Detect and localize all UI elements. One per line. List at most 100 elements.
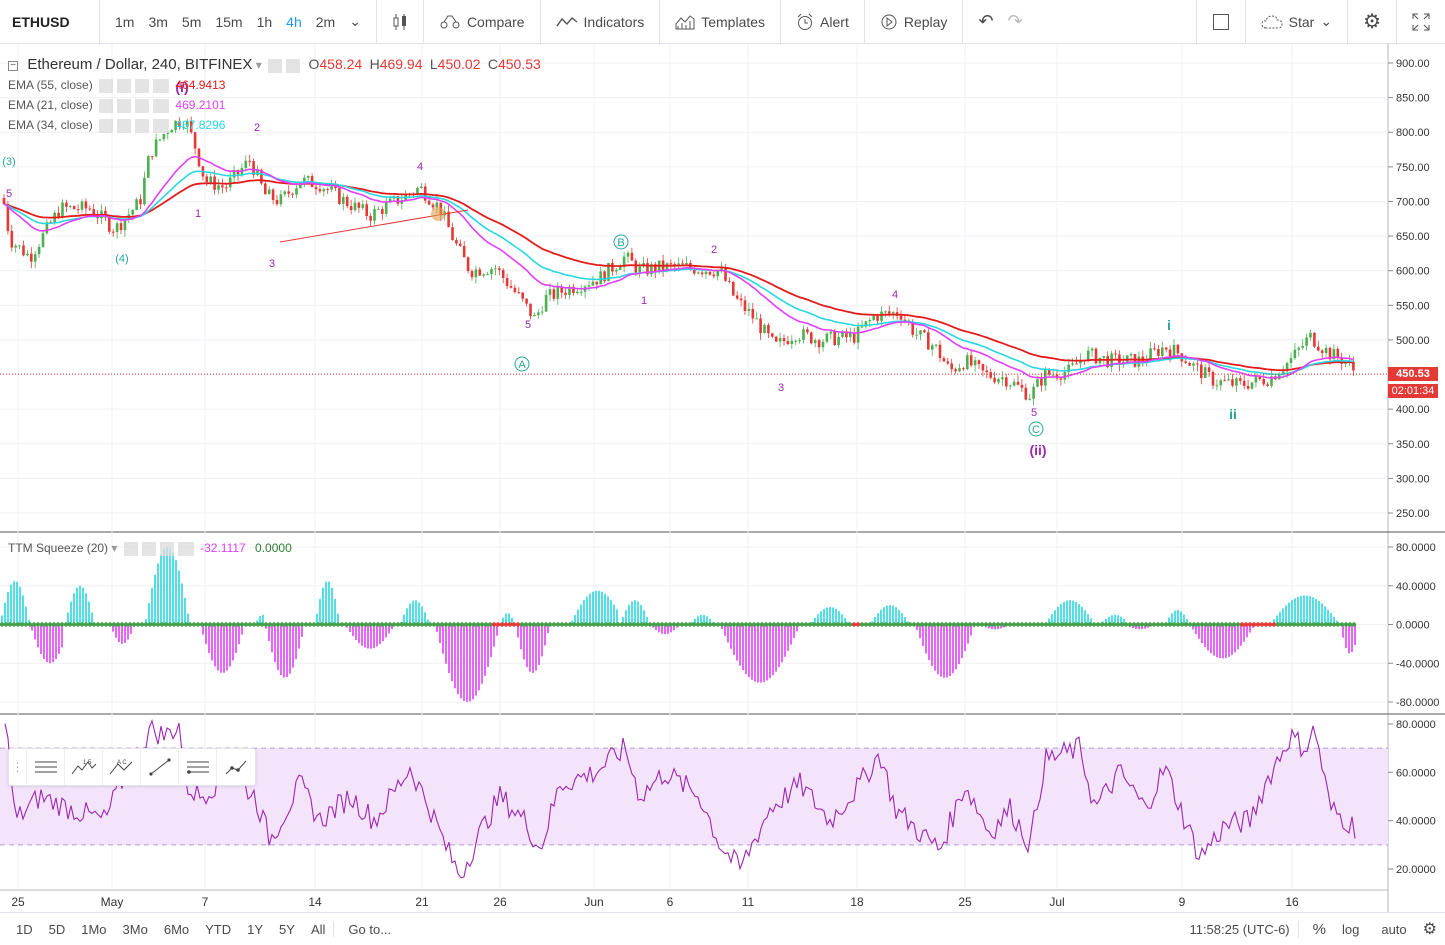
range-1y[interactable]: 1Y: [247, 921, 264, 937]
squeeze-dot: [23, 622, 29, 627]
candle-body: [646, 262, 649, 275]
rsi-tick: 20.0000: [1396, 864, 1436, 876]
percent-toggle[interactable]: %: [1297, 920, 1334, 938]
layout-square-icon[interactable]: [1205, 13, 1237, 31]
squeeze-dot: [431, 622, 437, 627]
candle-body: [1106, 355, 1109, 367]
candle-body: [911, 322, 914, 335]
ema55-controls-icon[interactable]: [99, 78, 170, 93]
drag-handle-icon[interactable]: ⋮: [9, 749, 27, 785]
interval-15m[interactable]: 15m: [215, 13, 243, 30]
elliott-impulse-icon[interactable]: 1 5: [65, 749, 103, 785]
candle-body: [891, 312, 895, 314]
horizontal-lines-icon[interactable]: [27, 749, 65, 785]
range-ytd[interactable]: YTD: [205, 921, 232, 937]
candle-body: [451, 227, 454, 241]
symbol-search[interactable]: ETHUSD: [0, 0, 100, 44]
squeeze-dot: [1215, 622, 1221, 627]
chart-area[interactable]: (3) 5 (4) (i) 2 1 3 4 5 A B 1 2 3 4 5 C (ii) i ii 25 May 7 14 2…: [0, 44, 1445, 912]
squeeze-dot: [891, 622, 897, 627]
time-label: May: [101, 895, 124, 909]
candle-body: [154, 139, 158, 157]
parallel-channel-icon[interactable]: [179, 749, 217, 785]
scale-gear-icon[interactable]: ⚙: [1422, 921, 1437, 938]
elliott-correction-icon[interactable]: A C: [103, 749, 141, 785]
squeeze-dot: [631, 622, 637, 627]
range-5y[interactable]: 5Y: [279, 921, 295, 937]
squeeze-dot: [1019, 622, 1025, 627]
alert-group: Alert: [781, 0, 865, 44]
fullscreen-icon[interactable]: [1405, 13, 1437, 31]
ttm-dropdown-icon[interactable]: ▾: [111, 541, 118, 555]
candle-body: [1036, 379, 1039, 387]
candles-icon[interactable]: [385, 13, 415, 31]
squeeze-dot: [683, 622, 689, 627]
interval-1h[interactable]: 1h: [256, 13, 273, 30]
squeeze-dot: [771, 622, 777, 627]
candle-body: [622, 256, 626, 268]
range-1mo[interactable]: 1Mo: [81, 921, 107, 937]
squeeze-dot: [919, 622, 925, 627]
interval-3m[interactable]: 3m: [148, 13, 168, 30]
squeeze-dot: [79, 622, 85, 627]
log-toggle[interactable]: log: [1341, 921, 1360, 937]
alert-button[interactable]: Alert: [789, 13, 856, 31]
squeeze-dot: [491, 622, 497, 627]
goto-button[interactable]: Go to...: [333, 921, 399, 937]
wave-label: (i): [175, 79, 188, 95]
interval-2m[interactable]: 2m: [315, 13, 336, 30]
squeeze-dot: [487, 622, 493, 627]
indicators-icon: [555, 16, 577, 26]
squeeze-dot: [931, 622, 937, 627]
range-all[interactable]: All: [310, 921, 326, 937]
range-3mo[interactable]: 3Mo: [122, 921, 148, 937]
star-button[interactable]: Star ⌄: [1254, 13, 1339, 30]
squeeze-dot: [479, 622, 485, 627]
range-6mo[interactable]: 6Mo: [163, 921, 190, 937]
candle-body: [533, 314, 536, 317]
templates-button[interactable]: Templates: [668, 14, 772, 30]
ema34-controls-icon[interactable]: [99, 118, 170, 133]
candle-body: [934, 344, 938, 346]
legend-dropdown-icon[interactable]: ▾: [255, 58, 262, 72]
collapse-icon[interactable]: −: [8, 60, 18, 71]
squeeze-dot: [1259, 622, 1265, 627]
path-icon[interactable]: [217, 749, 255, 785]
ttm-controls-icon[interactable]: [123, 541, 194, 556]
range-5d[interactable]: 5D: [48, 921, 66, 937]
interval-1m[interactable]: 1m: [115, 13, 135, 30]
squeeze-dot: [807, 622, 813, 627]
candle-body: [724, 268, 727, 281]
squeeze-dot: [1175, 622, 1181, 627]
candle-body: [798, 340, 801, 342]
candle-body: [997, 379, 1000, 383]
squeeze-dot: [1299, 622, 1305, 627]
candle-body: [221, 185, 224, 188]
candle-body: [1086, 350, 1090, 362]
candle-body: [119, 223, 123, 231]
countdown-tag: 02:01:34: [1388, 384, 1438, 398]
replay-button[interactable]: Replay: [873, 13, 955, 31]
compare-button[interactable]: Compare: [432, 14, 532, 30]
interval-dropdown-chevron-icon[interactable]: ⌄: [349, 13, 361, 29]
interval-5m[interactable]: 5m: [181, 13, 202, 30]
auto-toggle[interactable]: auto: [1381, 921, 1407, 937]
squeeze-dot: [543, 622, 549, 627]
squeeze-dot: [171, 622, 177, 627]
legend-eye-settings-icon[interactable]: [268, 58, 303, 73]
candle-body: [923, 330, 926, 333]
ema34-line: [3, 170, 1354, 376]
candle-body: [217, 185, 220, 190]
interval-4h[interactable]: 4h: [286, 13, 302, 30]
indicators-button[interactable]: Indicators: [549, 14, 652, 30]
undo-icon[interactable]: ↶: [978, 11, 994, 31]
gear-icon[interactable]: ⚙: [1363, 11, 1381, 33]
squeeze-dot: [19, 622, 25, 627]
redo-icon[interactable]: ↷: [1007, 11, 1023, 31]
trend-line-icon[interactable]: [141, 749, 179, 785]
candle-body: [1317, 346, 1320, 351]
range-1d[interactable]: 1D: [16, 921, 33, 937]
squeeze-dot: [403, 622, 409, 627]
ema21-controls-icon[interactable]: [99, 98, 170, 113]
